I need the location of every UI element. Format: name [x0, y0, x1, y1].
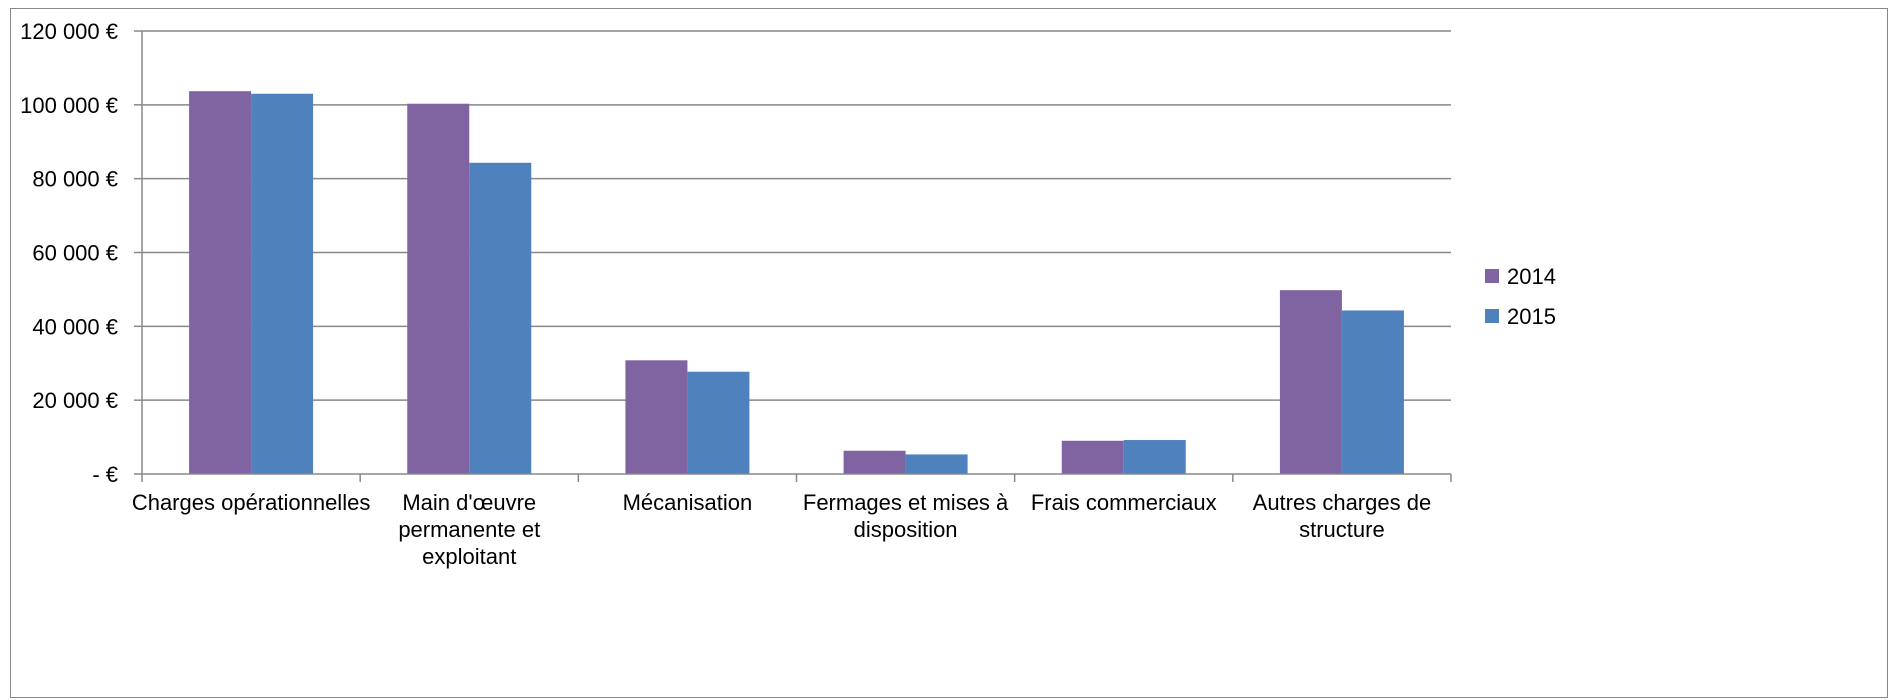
x-tick-label: Frais commerciaux: [1031, 490, 1217, 515]
y-tick-label: 80 000 €: [32, 167, 118, 192]
bar-2014: [1279, 290, 1342, 474]
x-tick-label: Mécanisation: [623, 490, 753, 515]
legend-swatch-2014: [1485, 269, 1499, 283]
x-tick-label-line: Fermages et mises à: [803, 490, 1009, 515]
y-tick-label: 100 000 €: [20, 93, 118, 118]
bar-2014: [407, 103, 470, 474]
y-tick-label: 20 000 €: [32, 388, 118, 413]
x-tick-label-line: Autres charges de: [1253, 490, 1432, 515]
y-axis-tick-labels: - € 20 000 € 40 000 € 60 000 € 80 000 € 100 0…: [20, 19, 118, 487]
bar-2015: [1123, 440, 1186, 474]
x-tick-label-line: Main d'œuvre: [402, 490, 536, 515]
legend-swatch-2015: [1485, 309, 1499, 323]
y-tick-label: 120 000 €: [20, 19, 118, 44]
bars: [189, 91, 1404, 475]
legend-label-2014: 2014: [1507, 264, 1556, 289]
x-tick-label: Fermages et mises à disposition: [803, 490, 1009, 542]
bar-2014: [625, 360, 688, 474]
bar-2015: [687, 371, 750, 474]
x-tick-label-line: exploitant: [422, 544, 516, 569]
legend-label-2015: 2015: [1507, 304, 1556, 329]
bar-2015: [469, 162, 532, 475]
x-axis-tick-labels: Charges opérationnelles Main d'œuvre perma…: [132, 490, 1431, 569]
bar-2015: [1341, 310, 1404, 474]
x-tick-label-line: disposition: [854, 517, 958, 542]
y-tick-label: 40 000 €: [32, 314, 118, 339]
bar-2015: [251, 93, 314, 474]
y-tick-label: 60 000 €: [32, 241, 118, 266]
bar-chart: - € 20 000 € 40 000 € 60 000 € 80 000 € 100 0…: [20, 19, 1556, 569]
legend: 2014 2015: [1485, 264, 1556, 329]
bar-2014: [1061, 440, 1124, 474]
x-tick-label-line: permanente et: [398, 517, 540, 542]
x-tick-label-line: Frais commerciaux: [1031, 490, 1217, 515]
x-tick-label-line: structure: [1299, 517, 1385, 542]
x-tick-label: Main d'œuvre permanente et exploitant: [398, 490, 540, 569]
x-tick-label: Charges opérationnelles: [132, 490, 371, 515]
bar-2014: [189, 91, 252, 474]
chart-frame: - € 20 000 € 40 000 € 60 000 € 80 000 € 100 0…: [10, 8, 1888, 698]
bar-2015: [905, 454, 968, 474]
x-tick-label-line: Mécanisation: [623, 490, 753, 515]
gridlines: [142, 30, 1451, 401]
bar-2014: [843, 450, 906, 474]
x-tick-label: Autres charges de structure: [1253, 490, 1432, 542]
axes: [134, 30, 1452, 482]
y-tick-label: - €: [92, 462, 118, 487]
x-tick-label-line: Charges opérationnelles: [132, 490, 371, 515]
